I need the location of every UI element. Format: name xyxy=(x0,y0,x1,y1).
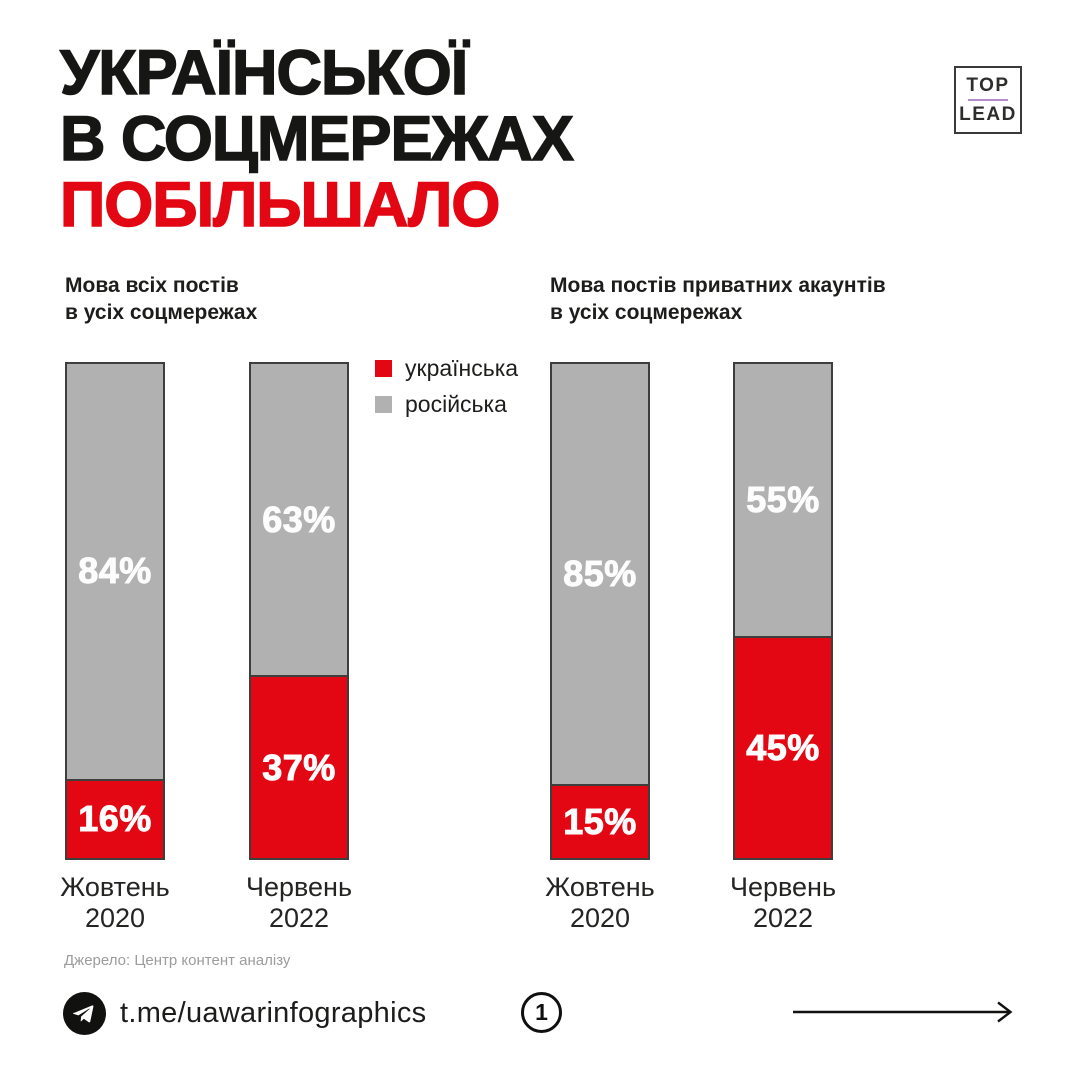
telegram-icon xyxy=(63,991,106,1035)
chart1-title-line2: в усіх соцмережах xyxy=(65,301,258,324)
bar-segment-ukrainian: 45% xyxy=(735,635,831,858)
logo-top-word: TOP xyxy=(966,74,1010,96)
bar-value-label-ukrainian: 45% xyxy=(746,726,820,768)
logo-bottom-word: LEAD xyxy=(959,103,1017,125)
telegram-link: t.me/uawarinfographics xyxy=(63,991,426,1035)
bar-segment-russian: 85% xyxy=(552,364,648,784)
chart2-bar-jun2022: 55% 45% Червень 2022 xyxy=(730,362,836,933)
toplead-logo: TOP LEAD xyxy=(954,66,1022,134)
title-line-3-accent: ПОБІЛЬШАЛО xyxy=(59,170,501,240)
bar-segment-russian: 63% xyxy=(251,364,347,676)
bar-segment-russian: 55% xyxy=(735,364,831,636)
legend-label-russian: російська xyxy=(405,391,507,417)
axis-category-label: Червень 2022 xyxy=(729,872,837,933)
chart1-title-line1: Мова всіх постів xyxy=(65,274,239,297)
legend-swatch-gray xyxy=(375,396,392,413)
chart1-title: Мова всіх постів в усіх соцмережах xyxy=(65,272,257,326)
page-number: 1 xyxy=(535,999,548,1025)
telegram-link-text: t.me/uawarinfographics xyxy=(120,996,427,1029)
bar-value-label-russian: 85% xyxy=(563,552,637,594)
bar-value-label-ukrainian: 15% xyxy=(563,800,637,842)
bar-segment-ukrainian: 15% xyxy=(552,783,648,858)
bar-segment-ukrainian: 16% xyxy=(67,778,163,858)
title-line-2: В СОЦМЕРЕЖАХ xyxy=(59,104,574,174)
title-line-1: УКРАЇНСЬКОЇ xyxy=(59,38,469,108)
legend-item-russian: російська xyxy=(375,393,518,416)
bar-segment-russian: 84% xyxy=(67,364,163,779)
legend: українська російська xyxy=(375,357,518,429)
bar-value-label-russian: 84% xyxy=(78,550,152,592)
page-number-badge: 1 xyxy=(521,992,562,1033)
legend-swatch-red xyxy=(375,360,392,377)
page-title: УКРАЇНСЬКОЇ В СОЦМЕРЕЖАХ ПОБІЛЬШАЛО xyxy=(59,38,574,240)
chart1-bar-oct2020: 84% 16% Жовтень 2020 xyxy=(60,362,170,933)
legend-item-ukrainian: українська xyxy=(375,357,518,380)
legend-label-ukrainian: українська xyxy=(405,355,519,381)
bar-value-label-ukrainian: 16% xyxy=(78,798,152,840)
chart2-title: Мова постів приватних акаунтів в усіх со… xyxy=(550,272,886,326)
chart2-bar-oct2020: 85% 15% Жовтень 2020 xyxy=(545,362,655,933)
bar-value-label-russian: 55% xyxy=(746,478,820,520)
chart2-title-line1: Мова постів приватних акаунтів xyxy=(550,274,886,297)
axis-category-label: Жовтень 2020 xyxy=(60,872,170,933)
axis-category-label: Жовтень 2020 xyxy=(545,872,655,933)
chart1-bar-jun2022: 63% 37% Червень 2022 xyxy=(246,362,352,933)
arrow-right-icon xyxy=(793,1001,1013,1023)
axis-category-label: Червень 2022 xyxy=(245,872,353,933)
logo-divider-line xyxy=(968,98,1008,101)
bar-value-label-russian: 63% xyxy=(262,498,336,540)
bar-value-label-ukrainian: 37% xyxy=(262,746,336,788)
source-note: Джерело: Центр контент аналізу xyxy=(64,952,291,969)
bar-segment-ukrainian: 37% xyxy=(251,675,347,858)
chart2-title-line2: в усіх соцмережах xyxy=(550,301,743,324)
